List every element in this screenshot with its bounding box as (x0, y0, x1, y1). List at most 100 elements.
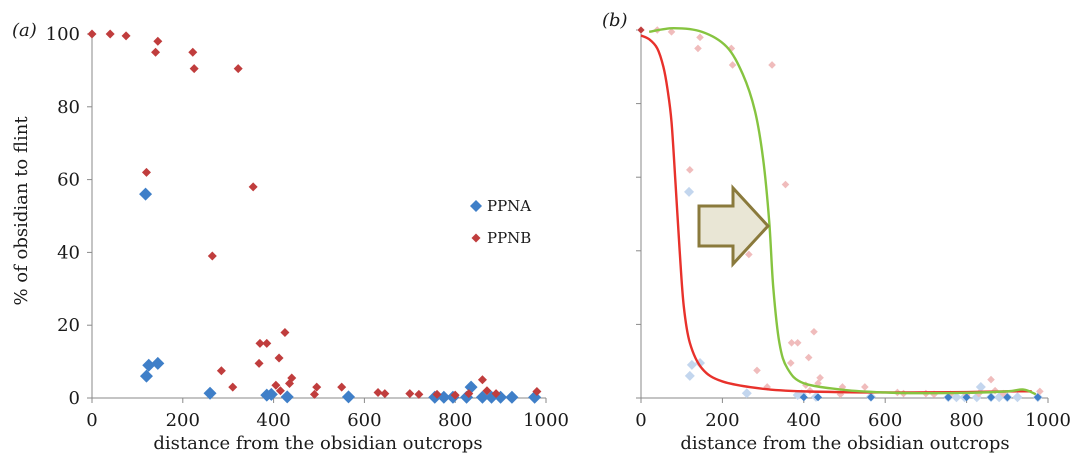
panel-b-label: (b) (602, 10, 628, 31)
panel-b-faded-point-ppnb (667, 28, 676, 36)
panel-b-point (637, 26, 645, 34)
panel-b: (b) distance from the obsidian outcrops … (602, 10, 1071, 454)
panel-a-point-ppnb (151, 47, 161, 57)
panel-a-point-ppna (142, 358, 156, 372)
panel-b-curve-green (648, 26, 1037, 396)
panel-a-point-ppna (139, 369, 153, 383)
panel-b-point (814, 393, 823, 402)
panel-b-faded-point-ppnb (804, 353, 813, 362)
panel-b-faded-point-ppnb (786, 359, 795, 367)
panel-b-curves (640, 26, 1037, 396)
panel-a-point-ppnb (121, 31, 131, 41)
panel-b-x-tick-label: 200 (705, 410, 739, 431)
panel-a-point-ppnb (274, 353, 284, 363)
panel-a-point-ppnb (491, 389, 501, 399)
panel-b-faded-point-ppnb (745, 250, 753, 259)
panel-b-faded-point-ppna (684, 370, 695, 381)
panel-b-point (1033, 393, 1042, 402)
panel-b-faded-point-ppnb (816, 373, 824, 382)
panel-b-faded-point-ppna (684, 186, 695, 197)
panel-a-point-ppnb (271, 380, 281, 390)
legend-label-ppna: PPNA (487, 197, 531, 215)
panel-a-point-ppnb (337, 382, 347, 392)
panel-a-ticks: 0 200 400 600 800 1000 0 20 40 60 80 100 (46, 24, 569, 431)
panel-a-point-ppnb (432, 389, 442, 399)
panel-b-faded-point-ppnb (987, 375, 995, 384)
panel-a-point-ppna (151, 356, 165, 370)
panel-a-point-ppnb (373, 388, 383, 398)
panel-a-x-tick-label: 600 (347, 410, 381, 431)
panel-a-point-ppnb (309, 389, 319, 399)
panel-a-y-tick-label: 100 (46, 24, 80, 45)
panel-b-point (987, 393, 996, 402)
panel-b-point (962, 393, 971, 402)
panel-b-point (866, 393, 875, 402)
panel-a-point-ppnb (414, 389, 424, 399)
panel-a-x-axis-label: distance from the obsidian outcrops (153, 433, 482, 454)
panel-a-point-ppna (264, 387, 278, 401)
panel-a-y-axis-label: % of obsidian to flint (11, 116, 32, 306)
panel-b-point (944, 393, 953, 402)
panel-a-point-ppnb (105, 29, 115, 39)
panel-a-point-ppnb (287, 373, 297, 383)
panel-b-faded-point-ppnb (793, 339, 802, 347)
panel-b-faded-point-ppnb (781, 180, 790, 189)
panel-b-x-tick-label: 800 (949, 410, 983, 431)
panel-a-point-ppnb (254, 358, 264, 368)
panel-b-faded-point-ppnb (861, 383, 869, 391)
panel-a-point-ppnb (153, 36, 163, 46)
panel-a-point-ppnb (312, 382, 322, 392)
panel-a-point-ppnb (248, 182, 258, 192)
panel-a-point-ppnb (280, 327, 290, 337)
panel-b-faded-point-ppna (1012, 392, 1023, 403)
panel-b-faded-point-ppnb (768, 61, 776, 69)
panel-b-faded-point-ppnb (696, 33, 704, 42)
panel-a-point-ppnb (477, 375, 487, 385)
panel-a-point-ppnb (482, 386, 492, 396)
panel-a-point-ppna (280, 390, 294, 404)
panel-b-faded-point-ppnb (694, 44, 702, 53)
panel-b-faded-point-ppna (975, 381, 986, 392)
panel-b-faded-point-ppnb (810, 327, 818, 336)
panel-a-point-ppnb (189, 64, 199, 74)
panel-a-point-ppnb (532, 386, 542, 396)
panel-a-point-ppna (475, 390, 489, 404)
panel-b-faded-point-ppnb (753, 366, 761, 375)
panel-a-y-tick-label: 0 (69, 388, 80, 409)
panel-a-x-tick-label: 1000 (523, 410, 569, 431)
panel-a-point-ppnb (207, 251, 217, 261)
panel-a-point-ppnb (450, 390, 460, 400)
panel-b-faded-point-ppna (741, 388, 752, 399)
shift-arrow-icon (697, 184, 771, 268)
panel-a-x-tick-label: 400 (256, 410, 290, 431)
panel-a-points (87, 29, 542, 404)
panel-a-point-ppnb (405, 389, 415, 399)
panel-a-point-ppnb (216, 366, 226, 376)
legend-marker-ppna (470, 200, 482, 212)
panel-a-point-ppnb (255, 338, 265, 348)
panel-a-y-tick-label: 40 (57, 242, 80, 263)
panel-a-point-ppnb (87, 29, 97, 39)
legend-marker-ppnb (471, 233, 481, 243)
panel-b-faded-point-ppnb (787, 339, 796, 347)
panel-b-faded-point-ppnb (727, 44, 736, 53)
panel-a-y-tick-label: 80 (57, 97, 80, 118)
panel-b-x-axis-label: distance from the obsidian outcrops (680, 433, 1009, 454)
panel-a-point-ppnb (380, 389, 390, 399)
panel-a-legend: PPNA PPNB (470, 197, 531, 247)
panel-b-x-tick-label: 0 (635, 410, 646, 431)
panel-a-label: (a) (12, 20, 37, 41)
panel-a-point-ppnb (228, 382, 238, 392)
panel-a-point-ppnb (464, 389, 474, 399)
panel-b-faded-point-ppna (951, 392, 962, 403)
panel-a-point-ppnb (275, 386, 285, 396)
panel-b-point (799, 393, 808, 402)
panel-a-point-ppnb (141, 167, 151, 177)
panel-a-point-ppna (203, 386, 217, 400)
panel-a: (a) % of obsidian to flint distance from… (11, 20, 569, 454)
panel-b-faded-point-ppnb (686, 166, 694, 174)
panel-a-point-ppna (139, 187, 153, 201)
panel-b-x-tick-label: 1000 (1025, 410, 1071, 431)
